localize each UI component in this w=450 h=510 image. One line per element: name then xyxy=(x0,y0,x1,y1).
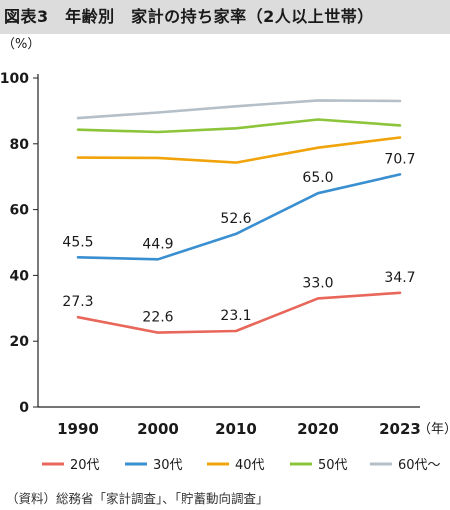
chart-title: 図表3 年齢別 家計の持ち家率（2人以上世帯） xyxy=(0,0,450,34)
data-label: 52.6 xyxy=(220,211,251,227)
line-chart: （%） （年） 0 20 40 60 80 100 1990 2000 2010 2020 2023… xyxy=(0,37,450,473)
x-axis-unit: （年） xyxy=(418,422,450,437)
series-line-5 xyxy=(76,99,402,120)
data-label: 27.3 xyxy=(62,294,93,310)
legend-label: 40代 xyxy=(235,458,265,473)
data-label: 70.7 xyxy=(384,151,415,167)
y-tick-label: 0 xyxy=(19,400,29,416)
y-axis-unit: （%） xyxy=(2,37,40,52)
legend-label: 50代 xyxy=(318,458,348,473)
source-note: （資料）総務省「家計調査」、「貯蓄動向調査」 xyxy=(6,491,269,506)
y-tick-label: 80 xyxy=(10,137,30,153)
data-label: 33.0 xyxy=(302,275,333,291)
series-line-2 xyxy=(76,173,402,261)
series-line-3 xyxy=(76,136,402,164)
data-label: 65.0 xyxy=(302,170,333,186)
data-label: 44.9 xyxy=(142,236,173,252)
x-tick-label: 1990 xyxy=(57,420,99,438)
y-tick-label: 20 xyxy=(10,334,30,350)
y-tick-label: 60 xyxy=(10,203,30,219)
legend-label: 20代 xyxy=(70,458,100,473)
x-tick-label: 2010 xyxy=(215,420,257,438)
legend-label: 60代〜 xyxy=(398,458,441,473)
series-line-1 xyxy=(76,291,402,334)
y-tick-label: 100 xyxy=(0,71,29,87)
y-tick-label: 40 xyxy=(10,268,30,284)
legend-label: 30代 xyxy=(153,458,183,473)
x-tick-label: 2000 xyxy=(137,420,179,438)
data-label: 23.1 xyxy=(220,308,251,324)
series-line-4 xyxy=(76,118,402,134)
x-tick-label: 2023 xyxy=(379,420,421,438)
data-label: 22.6 xyxy=(142,310,173,326)
x-tick-label: 2020 xyxy=(297,420,339,438)
data-label: 45.5 xyxy=(62,234,93,250)
data-label: 34.7 xyxy=(384,270,415,286)
